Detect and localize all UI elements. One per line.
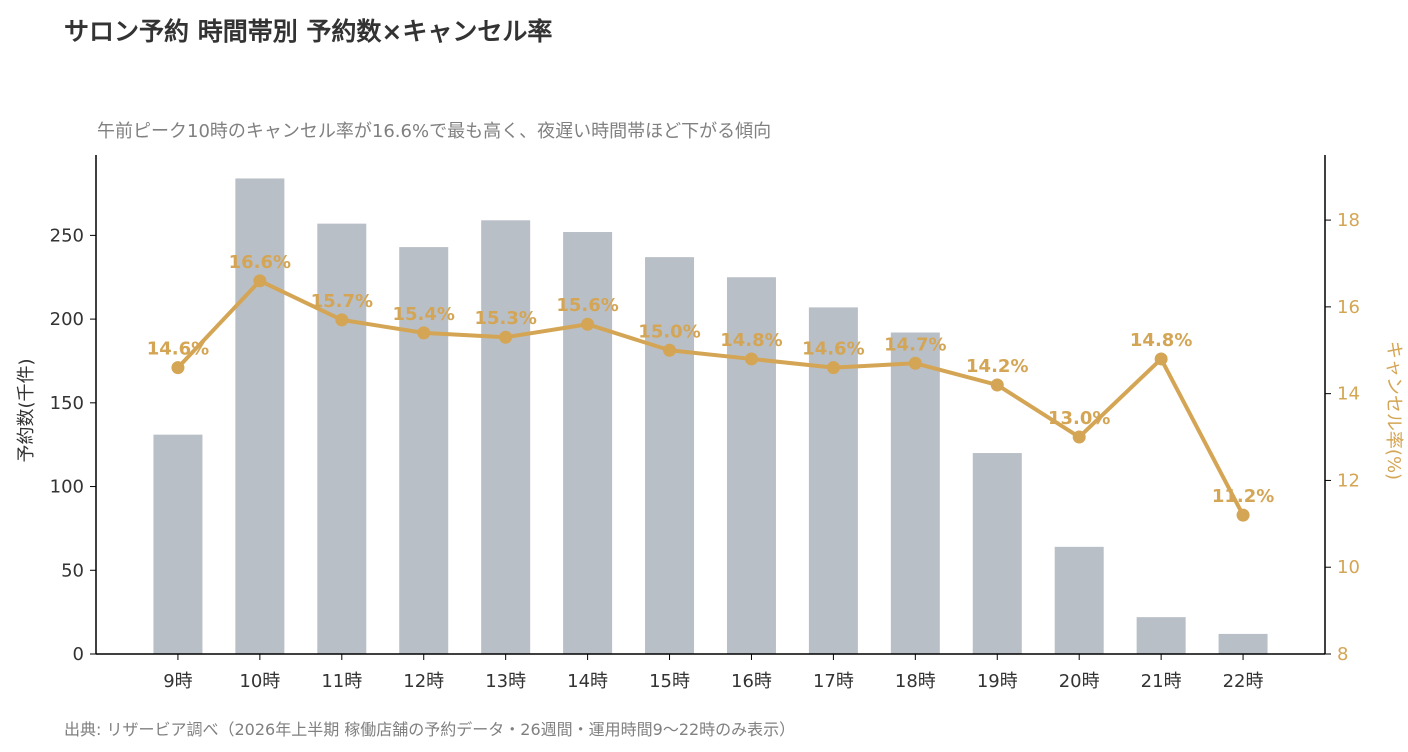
cancel-rate-label-6: 15.0% — [638, 321, 700, 342]
cancel-rate-label-9: 14.7% — [884, 334, 946, 355]
y-left-tick-2: 100 — [50, 477, 84, 498]
cancel-rate-point-6 — [663, 343, 677, 357]
cancel-rate-label-8: 14.6% — [802, 339, 864, 360]
y-right-tick-2: 12 — [1337, 470, 1360, 491]
bar-10 — [972, 453, 1022, 654]
y-left-tick-4: 200 — [50, 309, 84, 330]
y-left-tick-5: 250 — [50, 225, 84, 246]
bar-0 — [153, 434, 203, 654]
cancel-rate-point-13 — [1236, 508, 1250, 522]
x-tick-9: 18時 — [895, 671, 936, 692]
chart-subtitle: 午前ピーク10時のキャンセル率が16.6%で最も高く、夜遅い時間帯ほど下がる傾向 — [97, 121, 772, 142]
x-tick-2: 11時 — [321, 671, 362, 692]
cancel-rate-label-13: 11.2% — [1212, 486, 1274, 507]
cancel-rate-point-10 — [990, 378, 1004, 392]
cancel-rate-label-12: 14.8% — [1130, 330, 1192, 351]
bar-12 — [1136, 617, 1186, 654]
cancel-rate-point-5 — [581, 317, 595, 331]
x-tick-13: 22時 — [1223, 671, 1264, 692]
y-right-tick-4: 16 — [1337, 297, 1360, 318]
bar-5 — [563, 232, 613, 654]
x-tick-10: 19時 — [977, 671, 1018, 692]
bar-13 — [1218, 633, 1268, 654]
y-left-tick-3: 150 — [50, 393, 84, 414]
cancel-rate-point-8 — [826, 361, 840, 375]
bar-1 — [235, 178, 285, 655]
y-left-tick-1: 50 — [61, 560, 84, 581]
x-tick-8: 17時 — [813, 671, 854, 692]
cancel-rate-point-2 — [335, 313, 349, 327]
cancel-rate-point-4 — [499, 330, 513, 344]
y-left-tick-0: 0 — [73, 644, 84, 665]
bar-9 — [890, 332, 940, 654]
bar-11 — [1054, 546, 1104, 654]
x-tick-12: 21時 — [1141, 671, 1182, 692]
bar-2 — [317, 223, 367, 654]
cancel-rate-label-1: 16.6% — [229, 252, 291, 273]
x-tick-1: 10時 — [239, 671, 280, 692]
cancel-rate-point-11 — [1072, 430, 1086, 444]
cancel-rate-label-5: 15.6% — [556, 295, 618, 316]
bar-4 — [481, 220, 531, 655]
cancel-rate-label-7: 14.8% — [720, 330, 782, 351]
bar-7 — [726, 277, 776, 654]
cancel-rate-point-12 — [1154, 352, 1168, 366]
chart-title: サロン予約 時間帯別 予約数×キャンセル率 — [64, 17, 553, 46]
y-right-tick-3: 14 — [1337, 384, 1360, 405]
cancel-rate-line — [176, 278, 1245, 517]
cancel-rate-label-2: 15.7% — [311, 291, 373, 312]
cancel-rate-point-1 — [253, 274, 267, 288]
x-tick-3: 12時 — [403, 671, 444, 692]
cancel-rate-label-11: 13.0% — [1048, 408, 1110, 429]
y-axis-right-label: キャンセル率(%) — [1383, 341, 1404, 480]
cancel-rate-point-0 — [171, 361, 185, 375]
cancel-rate-point-7 — [744, 352, 758, 366]
cancel-rate-label-10: 14.2% — [966, 356, 1028, 377]
cancel-rate-label-4: 15.3% — [474, 308, 536, 329]
x-tick-7: 16時 — [731, 671, 772, 692]
cancel-rate-point-3 — [417, 326, 431, 340]
bar-3 — [399, 247, 449, 654]
x-tick-5: 14時 — [567, 671, 608, 692]
y-right-tick-0: 8 — [1337, 644, 1348, 665]
x-tick-4: 13時 — [485, 671, 526, 692]
chart-source: 出典: リザービア調べ（2026年上半期 稼働店舗の予約データ・26週間・運用時… — [64, 720, 796, 739]
cancel-rate-label-3: 15.4% — [393, 304, 455, 325]
y-right-tick-1: 10 — [1337, 557, 1360, 578]
x-tick-0: 9時 — [163, 671, 192, 692]
x-tick-6: 15時 — [649, 671, 690, 692]
x-tick-11: 20時 — [1059, 671, 1100, 692]
y-right-tick-5: 18 — [1337, 210, 1360, 231]
y-axis-left-label: 予約数(千件) — [16, 358, 37, 462]
bar-6 — [645, 257, 695, 654]
cancel-rate-point-9 — [908, 356, 922, 370]
cancel-rate-label-0: 14.6% — [147, 339, 209, 360]
